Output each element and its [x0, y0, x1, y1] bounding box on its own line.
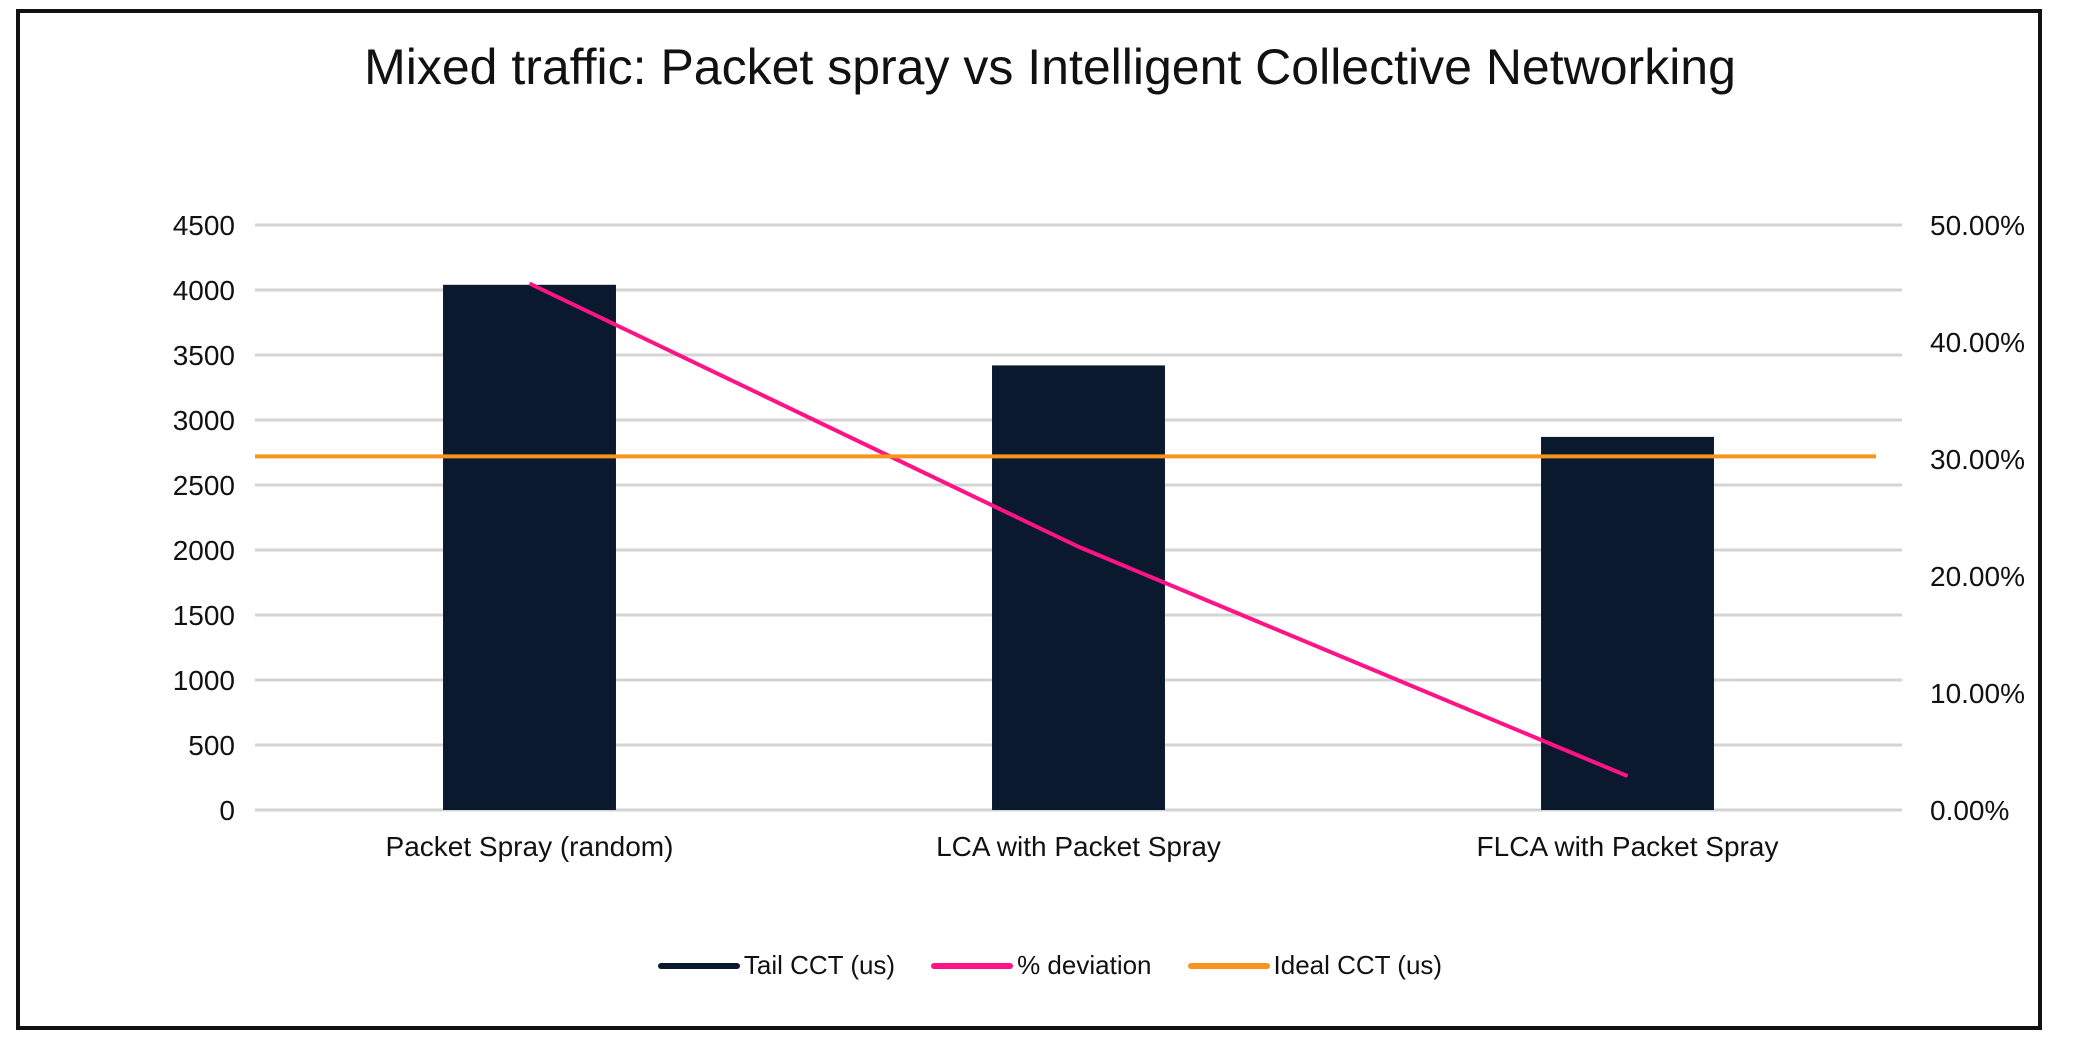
y-left-tick-label: 2500 — [173, 470, 235, 501]
legend-item: % deviation — [931, 950, 1152, 981]
y-left-tick-label: 1500 — [173, 600, 235, 631]
legend-swatch — [657, 962, 740, 969]
y-left-tick-label: 4500 — [173, 210, 235, 241]
y-left-tick-label: 1000 — [173, 665, 235, 696]
bar — [992, 365, 1165, 810]
x-tick-label: FLCA with Packet Spray — [1477, 831, 1779, 862]
y-left-tick-label: 2000 — [173, 535, 235, 566]
legend-label: Ideal CCT (us) — [1273, 950, 1443, 980]
y-right-tick-label: 50.00% — [1930, 210, 2025, 241]
y-right-tick-label: 0.00% — [1930, 795, 2009, 826]
chart-title: Mixed traffic: Packet spray vs Intellige… — [364, 39, 1736, 95]
legend-label: Tail CCT (us) — [743, 950, 896, 980]
y-left-tick-label: 3000 — [173, 405, 235, 436]
legend-swatch — [1187, 962, 1270, 969]
y-right-tick-label: 20.00% — [1930, 561, 2025, 592]
chart-legend: Tail CCT (us) % deviation Ideal CCT (us) — [0, 950, 2100, 981]
bar — [1541, 436, 1714, 810]
y-left-tick-label: 4000 — [173, 275, 235, 306]
x-tick-label: LCA with Packet Spray — [936, 831, 1221, 862]
y-right-tick-label: 30.00% — [1930, 444, 2025, 475]
deviation-line — [528, 281, 1629, 778]
bar — [443, 284, 616, 810]
x-tick-label: Packet Spray (random) — [386, 831, 674, 862]
y-left-tick-label: 0 — [219, 795, 235, 826]
legend-label: % deviation — [1017, 950, 1152, 980]
y-left-tick-label: 3500 — [173, 340, 235, 371]
legend-swatch — [931, 962, 1014, 969]
y-right-tick-label: 40.00% — [1930, 327, 2025, 358]
y-left-tick-label: 500 — [188, 730, 235, 761]
legend-item: Tail CCT (us) — [657, 950, 896, 981]
y-right-tick-label: 10.00% — [1930, 678, 2025, 709]
legend-item: Ideal CCT (us) — [1187, 950, 1443, 981]
